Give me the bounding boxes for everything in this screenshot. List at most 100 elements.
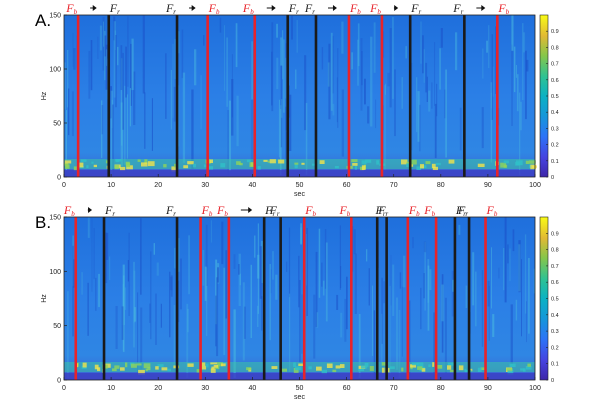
heatmap-streak: [105, 232, 108, 284]
heatmap-streak: [341, 89, 344, 157]
heatmap-streak: [182, 72, 186, 163]
heatmap-streak: [95, 277, 97, 311]
heatmap-streak: [280, 99, 283, 118]
low-frequency-blob: [200, 362, 206, 366]
heatmap-streak: [439, 48, 441, 90]
heatmap-streak: [431, 82, 433, 109]
heatmap-streak: [515, 299, 518, 321]
low-frequency-blob: [316, 366, 322, 371]
heatmap-streak: [507, 244, 509, 264]
heatmap-streak: [441, 274, 444, 353]
low-frequency-blob: [125, 161, 130, 166]
low-frequency-blob: [213, 365, 219, 368]
heatmap-streak: [357, 39, 359, 86]
heatmap-streak: [170, 275, 173, 297]
marker-label: Fr: [455, 203, 466, 218]
heatmap-streak: [321, 262, 323, 287]
low-frequency-blob: [448, 159, 455, 164]
marker-label: Fb: [497, 1, 509, 16]
low-frequency-blob: [361, 165, 366, 171]
heatmap-streak: [360, 38, 363, 111]
heatmap-streak: [366, 249, 368, 262]
heatmap-streak: [257, 305, 259, 327]
heatmap-streak: [325, 242, 328, 322]
heatmap-streak: [370, 36, 373, 127]
heatmap-streak: [491, 34, 493, 120]
heatmap-streak: [339, 225, 341, 290]
heatmap-streak: [420, 21, 422, 64]
heatmap-streak: [337, 48, 339, 128]
heatmap-streak: [289, 94, 292, 151]
heatmap-streak: [133, 71, 136, 125]
heatmap-streak: [221, 221, 224, 265]
low-frequency-blob: [449, 369, 455, 373]
heatmap-streak: [233, 254, 236, 269]
heatmap-streak: [373, 310, 376, 378]
heatmap-streak: [492, 66, 494, 97]
low-frequency-blob: [163, 164, 167, 168]
heatmap-streak: [276, 23, 278, 38]
heatmap-streak: [174, 247, 176, 269]
heatmap-streak: [68, 88, 70, 136]
heatmap-streak: [306, 227, 308, 316]
marker-label: Fr: [410, 1, 421, 16]
heatmap-streak: [504, 217, 507, 303]
heatmap-streak: [179, 258, 182, 310]
heatmap-streak: [354, 253, 357, 314]
heatmap-streak: [91, 217, 93, 292]
marker-label: Fr: [304, 1, 315, 16]
heatmap-streak: [174, 38, 177, 79]
heatmap-streak: [412, 237, 414, 249]
colorbar-tick-label: 0.9: [551, 231, 559, 237]
heatmap-streak: [238, 253, 241, 306]
heatmap-streak: [137, 292, 139, 373]
low-frequency-blob: [432, 362, 435, 367]
heatmap-streak: [194, 49, 197, 86]
marker-label: Fb: [208, 1, 220, 16]
transition-arrowhead: [88, 207, 93, 213]
low-frequency-blob: [257, 166, 261, 170]
heatmap-streak: [113, 21, 116, 98]
heatmap-streak: [436, 83, 438, 117]
low-frequency-blob: [145, 368, 148, 372]
heatmap-streak: [178, 280, 180, 322]
heatmap-streak: [401, 77, 403, 109]
low-frequency-blob: [500, 162, 507, 168]
heatmap-streak: [286, 261, 288, 272]
heatmap-streak: [215, 295, 217, 347]
colorbar-tick-label: 0.8: [551, 45, 559, 51]
heatmap-streak: [465, 285, 468, 308]
heatmap-streak: [73, 48, 76, 70]
heatmap-texture: [64, 15, 529, 175]
low-frequency-blob: [207, 166, 214, 170]
low-frequency-blob: [293, 368, 299, 373]
low-frequency-blob: [420, 164, 424, 169]
heatmap-streak: [417, 91, 420, 142]
low-frequency-blob: [447, 365, 452, 370]
heatmap-streak: [72, 32, 74, 67]
low-frequency-blob: [187, 161, 194, 165]
colorbar-tick-label: 0: [551, 175, 554, 181]
heatmap-streak: [64, 62, 66, 110]
low-frequency-blob: [381, 362, 386, 366]
heatmap-streak: [72, 235, 74, 287]
marker-label: Fr: [457, 203, 468, 218]
heatmap-streak: [142, 15, 145, 94]
low-frequency-blob: [196, 369, 202, 373]
y-tick-label: 100: [49, 67, 61, 74]
heatmap-streak: [226, 37, 228, 107]
heatmap-streak: [509, 248, 511, 282]
colorbar-tick-label: 0.6: [551, 280, 559, 286]
marker-label: Fb: [65, 1, 77, 16]
heatmap-streak: [423, 49, 425, 83]
low-frequency-band: [64, 159, 535, 169]
heatmap-streak: [271, 51, 273, 106]
panel-a: A. Fb Fr Fr Fb Fb Fr Fr Fb Fb Fr Fr Fb 0 10 20 30 40 50 60…: [35, 1, 559, 198]
heatmap-streak: [223, 267, 226, 355]
low-frequency-blob: [417, 366, 423, 370]
low-frequency-blob: [114, 365, 120, 369]
heatmap-streak: [280, 37, 283, 66]
heatmap-streak: [120, 45, 123, 90]
x-tick-label: 90: [484, 385, 492, 392]
heatmap-streak: [169, 271, 171, 338]
